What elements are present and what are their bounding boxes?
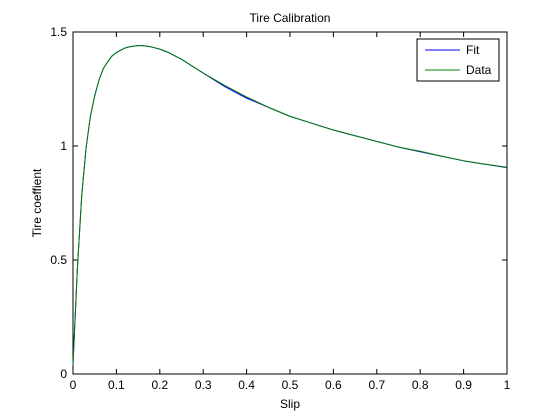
chart-title: Tire Calibration	[250, 11, 331, 25]
x-tick-label: 0.3	[195, 378, 212, 392]
y-axis-label: Tire coeffient	[30, 168, 44, 237]
x-axis: 0 0.1 0.2 0.3 0.4 0.5 0.6 0.7 0.8 0.9 1	[70, 32, 511, 392]
legend-box	[416, 38, 500, 82]
legend: Fit Data	[416, 38, 500, 82]
y-tick-label: 0	[60, 367, 67, 381]
y-tick-label: 1.5	[50, 25, 67, 39]
y-tick-label: 1	[60, 139, 67, 153]
x-tick-label: 0.2	[151, 378, 168, 392]
x-tick-label: 0.4	[238, 378, 255, 392]
y-axis: 0 0.5 1 1.5	[50, 25, 507, 381]
legend-label-fit: Fit	[466, 43, 480, 57]
series-layer	[72, 45, 508, 365]
x-tick-label: 0.9	[455, 378, 472, 392]
x-axis-label: Slip	[280, 397, 300, 411]
series-line-data	[72, 45, 508, 365]
x-tick-label: 0.5	[282, 378, 299, 392]
x-tick-label: 0.7	[368, 378, 385, 392]
x-tick-label: 0.8	[412, 378, 429, 392]
legend-label-data: Data	[466, 63, 492, 77]
x-tick-label: 0	[70, 378, 77, 392]
plot-area	[72, 31, 508, 375]
x-tick-label: 0.1	[108, 378, 125, 392]
x-tick-label: 0.6	[325, 378, 342, 392]
y-tick-label: 0.5	[50, 253, 67, 267]
x-tick-label: 1	[504, 378, 511, 392]
